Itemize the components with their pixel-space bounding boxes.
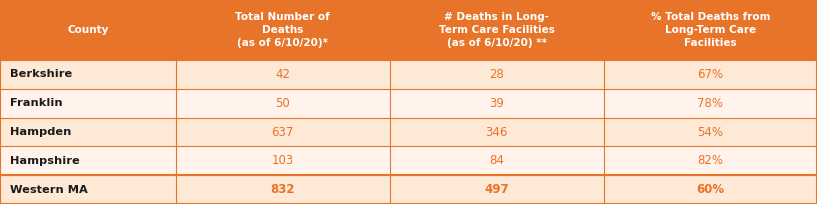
Bar	[390, 0, 604, 60]
Text: 637: 637	[271, 125, 294, 139]
Text: 832: 832	[270, 183, 295, 196]
Text: 54%: 54%	[698, 125, 723, 139]
Bar	[390, 146, 604, 175]
Bar	[390, 118, 604, 146]
Bar	[604, 0, 817, 60]
Text: 103: 103	[271, 154, 294, 167]
Bar	[604, 175, 817, 204]
Bar	[176, 118, 390, 146]
Text: 42: 42	[275, 68, 290, 81]
Bar	[0, 118, 176, 146]
Bar	[0, 175, 176, 204]
Text: 78%: 78%	[698, 97, 723, 110]
Text: # Deaths in Long-
Term Care Facilities
(as of 6/10/20) **: # Deaths in Long- Term Care Facilities (…	[439, 12, 555, 48]
Bar	[176, 0, 390, 60]
Text: 60%: 60%	[696, 183, 725, 196]
Text: % Total Deaths from
Long-Term Care
Facilities: % Total Deaths from Long-Term Care Facil…	[650, 12, 770, 48]
Text: Total Number of
Deaths
(as of 6/10/20)*: Total Number of Deaths (as of 6/10/20)*	[235, 12, 330, 48]
Text: 28: 28	[489, 68, 504, 81]
Bar	[604, 118, 817, 146]
Text: Hampden: Hampden	[10, 127, 71, 137]
Text: County: County	[67, 25, 109, 35]
Text: 67%: 67%	[698, 68, 723, 81]
Bar	[604, 89, 817, 118]
Bar	[176, 89, 390, 118]
Bar	[604, 60, 817, 89]
Bar	[176, 175, 390, 204]
Bar	[0, 0, 176, 60]
Text: Hampshire: Hampshire	[10, 156, 79, 166]
Bar	[604, 146, 817, 175]
Text: 84: 84	[489, 154, 504, 167]
Text: Berkshire: Berkshire	[10, 69, 72, 79]
Bar	[176, 146, 390, 175]
Text: 50: 50	[275, 97, 290, 110]
Text: 82%: 82%	[698, 154, 723, 167]
Bar	[390, 175, 604, 204]
Text: 497: 497	[484, 183, 509, 196]
Bar	[0, 89, 176, 118]
Text: 346: 346	[485, 125, 508, 139]
Bar	[390, 60, 604, 89]
Bar	[0, 146, 176, 175]
Text: 39: 39	[489, 97, 504, 110]
Text: Western MA: Western MA	[10, 185, 87, 195]
Bar	[390, 89, 604, 118]
Bar	[176, 60, 390, 89]
Bar	[0, 60, 176, 89]
Text: Franklin: Franklin	[10, 98, 62, 108]
